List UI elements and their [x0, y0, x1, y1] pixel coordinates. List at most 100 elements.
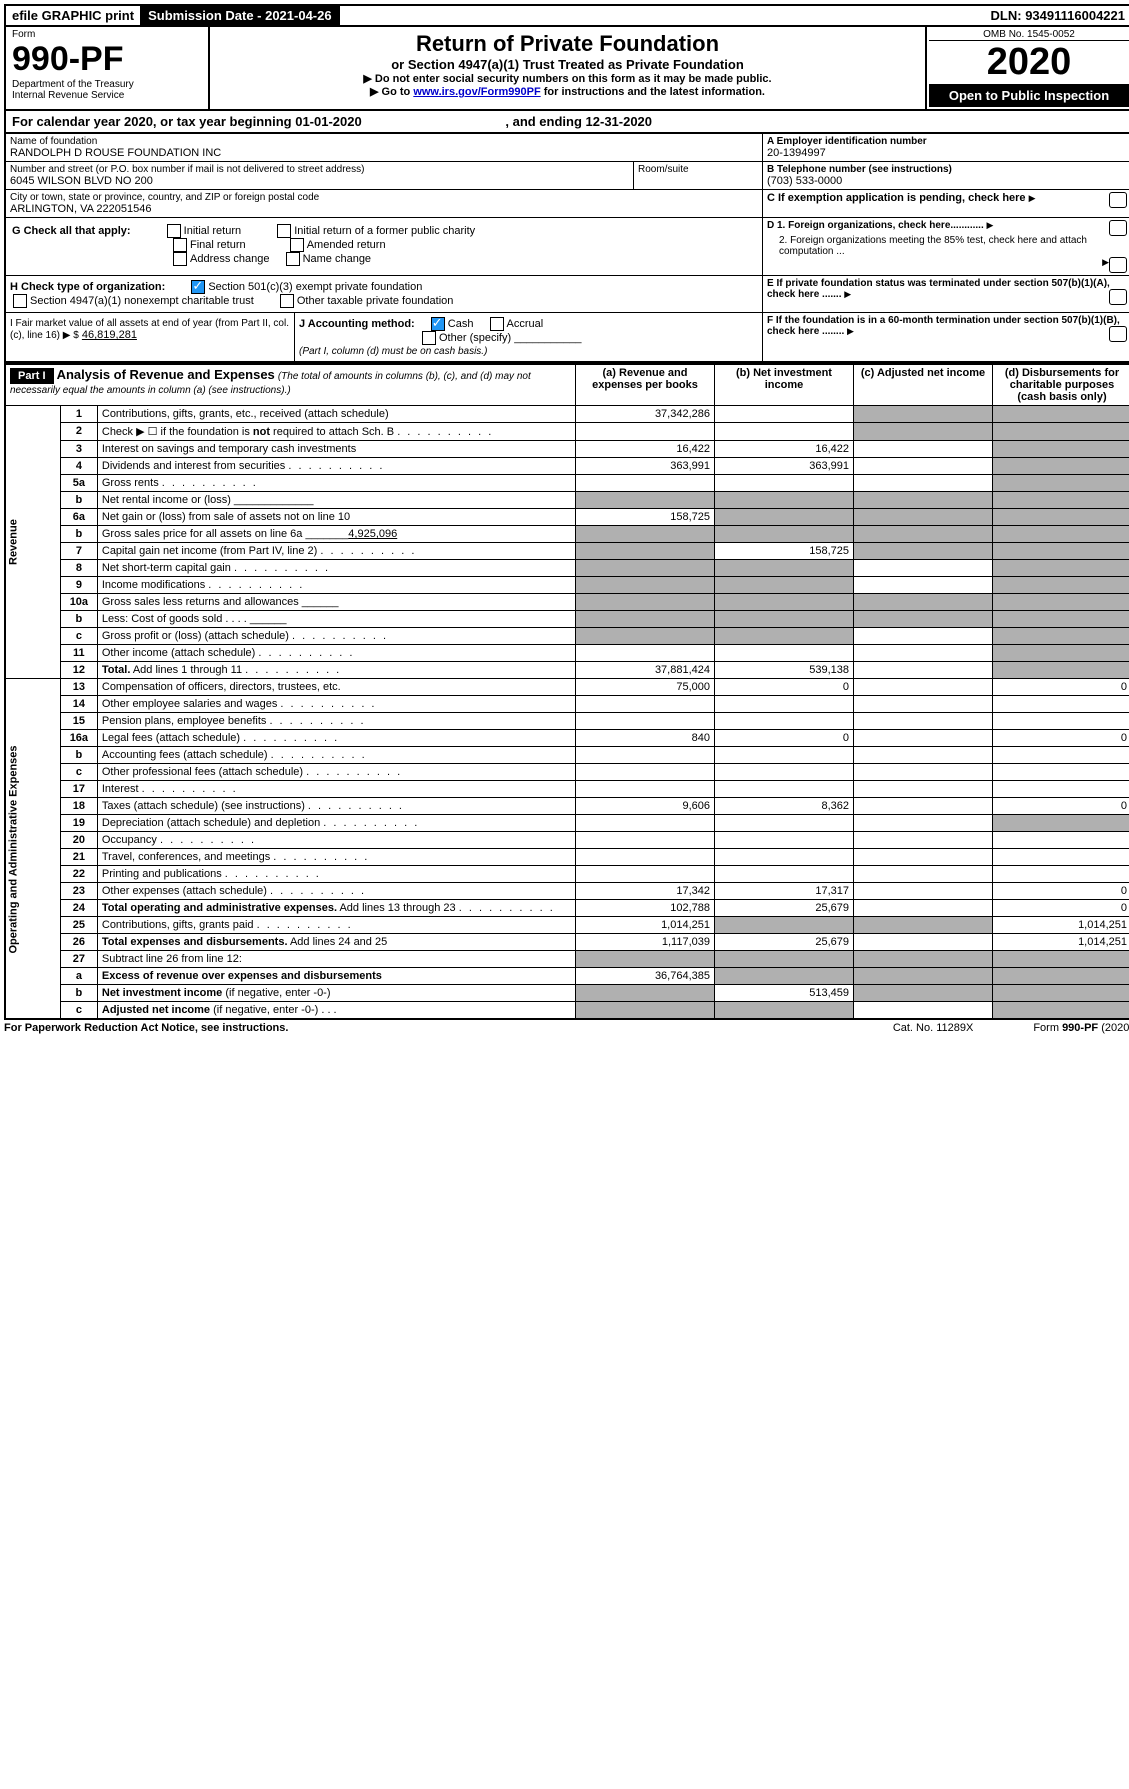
h2-checkbox[interactable] [13, 294, 27, 308]
j2-checkbox[interactable] [490, 317, 504, 331]
g1-checkbox[interactable] [167, 224, 181, 238]
cell-a [576, 475, 715, 492]
f-checkbox[interactable] [1109, 326, 1127, 342]
ein-label: A Employer identification number [767, 136, 1127, 147]
g6-label: Name change [303, 253, 372, 265]
j-note: (Part I, column (d) must be on cash basi… [299, 346, 487, 357]
e-checkbox[interactable] [1109, 289, 1127, 305]
line-number: 8 [60, 560, 97, 577]
cell-d [993, 406, 1129, 423]
table-row: cGross profit or (loss) (attach schedule… [5, 628, 1129, 645]
line-number: 10a [60, 594, 97, 611]
d2-checkbox[interactable] [1109, 257, 1127, 273]
addr-label: Number and street (or P.O. box number if… [10, 164, 629, 175]
cell-b [715, 1002, 854, 1020]
form-title: Return of Private Foundation [214, 31, 921, 57]
cell-a: 1,014,251 [576, 917, 715, 934]
col-a-hdr: (a) Revenue and expenses per books [576, 364, 715, 406]
line-desc: Total operating and administrative expen… [97, 900, 575, 917]
cell-a [576, 611, 715, 628]
cell-d [993, 951, 1129, 968]
cell-d [993, 594, 1129, 611]
table-row: 21Travel, conferences, and meetings [5, 849, 1129, 866]
g2-checkbox[interactable] [277, 224, 291, 238]
table-row: 18Taxes (attach schedule) (see instructi… [5, 798, 1129, 815]
cell-b [715, 781, 854, 798]
part1-label: Part I [10, 368, 54, 384]
cell-c [854, 1002, 993, 1020]
cell-b [715, 509, 854, 526]
cell-c [854, 458, 993, 475]
line-number: 12 [60, 662, 97, 679]
ein-value: 20-1394997 [767, 147, 1127, 159]
cell-d: 0 [993, 900, 1129, 917]
line-number: 27 [60, 951, 97, 968]
d1-checkbox[interactable] [1109, 220, 1127, 236]
line-desc: Interest [97, 781, 575, 798]
table-row: 4Dividends and interest from securities … [5, 458, 1129, 475]
line-desc: Net rental income or (loss) ____________… [97, 492, 575, 509]
line-number: c [60, 628, 97, 645]
c-checkbox[interactable] [1109, 192, 1127, 208]
table-row: 16aLegal fees (attach schedule) 84000 [5, 730, 1129, 747]
cell-d [993, 815, 1129, 832]
table-row: aExcess of revenue over expenses and dis… [5, 968, 1129, 985]
h1-checkbox[interactable] [191, 280, 205, 294]
line-desc: Adjusted net income (if negative, enter … [97, 1002, 575, 1020]
table-row: 15Pension plans, employee benefits [5, 713, 1129, 730]
cell-a [576, 560, 715, 577]
cell-d [993, 458, 1129, 475]
table-row: 11Other income (attach schedule) [5, 645, 1129, 662]
cell-b [715, 611, 854, 628]
cell-c [854, 798, 993, 815]
form-link[interactable]: www.irs.gov/Form990PF [413, 86, 540, 98]
cell-a: 37,881,424 [576, 662, 715, 679]
g5-checkbox[interactable] [173, 252, 187, 266]
g1-label: Initial return [184, 225, 241, 237]
efile-label: efile GRAPHIC print [6, 6, 142, 25]
cell-a: 16,422 [576, 441, 715, 458]
h2-label: Section 4947(a)(1) nonexempt charitable … [30, 295, 254, 307]
cell-a: 9,606 [576, 798, 715, 815]
table-row: 20Occupancy [5, 832, 1129, 849]
g3-checkbox[interactable] [173, 238, 187, 252]
cell-c [854, 492, 993, 509]
cell-d: 0 [993, 883, 1129, 900]
cell-c [854, 747, 993, 764]
cell-a [576, 764, 715, 781]
cell-b [715, 526, 854, 543]
j3-checkbox[interactable] [422, 331, 436, 345]
cell-b [715, 849, 854, 866]
line-number: 1 [60, 406, 97, 423]
table-row: bGross sales price for all assets on lin… [5, 526, 1129, 543]
cell-c [854, 645, 993, 662]
cell-d: 1,014,251 [993, 934, 1129, 951]
top-bar: efile GRAPHIC print Submission Date - 20… [4, 4, 1129, 27]
cell-d [993, 747, 1129, 764]
cell-a [576, 628, 715, 645]
omb: OMB No. 1545-0052 [929, 29, 1129, 41]
cell-b [715, 764, 854, 781]
cell-c [854, 662, 993, 679]
table-row: 25Contributions, gifts, grants paid 1,01… [5, 917, 1129, 934]
table-row: 23Other expenses (attach schedule) 17,34… [5, 883, 1129, 900]
table-row: bAccounting fees (attach schedule) [5, 747, 1129, 764]
cell-c [854, 849, 993, 866]
line-desc: Accounting fees (attach schedule) [97, 747, 575, 764]
j1-checkbox[interactable] [431, 317, 445, 331]
cell-c [854, 423, 993, 441]
g4-checkbox[interactable] [290, 238, 304, 252]
cell-a [576, 696, 715, 713]
line-number: 9 [60, 577, 97, 594]
calendar-year-row: For calendar year 2020, or tax year begi… [4, 111, 1129, 134]
line-desc: Net short-term capital gain [97, 560, 575, 577]
table-row: bLess: Cost of goods sold . . . . ______ [5, 611, 1129, 628]
foundation-name: RANDOLPH D ROUSE FOUNDATION INC [10, 147, 758, 159]
line-number: 18 [60, 798, 97, 815]
g6-checkbox[interactable] [286, 252, 300, 266]
cell-b [715, 406, 854, 423]
h3-checkbox[interactable] [280, 294, 294, 308]
line-number: 26 [60, 934, 97, 951]
i-label: I Fair market value of all assets at end… [10, 318, 289, 341]
expenses-section-label: Operating and Administrative Expenses [5, 679, 60, 1020]
